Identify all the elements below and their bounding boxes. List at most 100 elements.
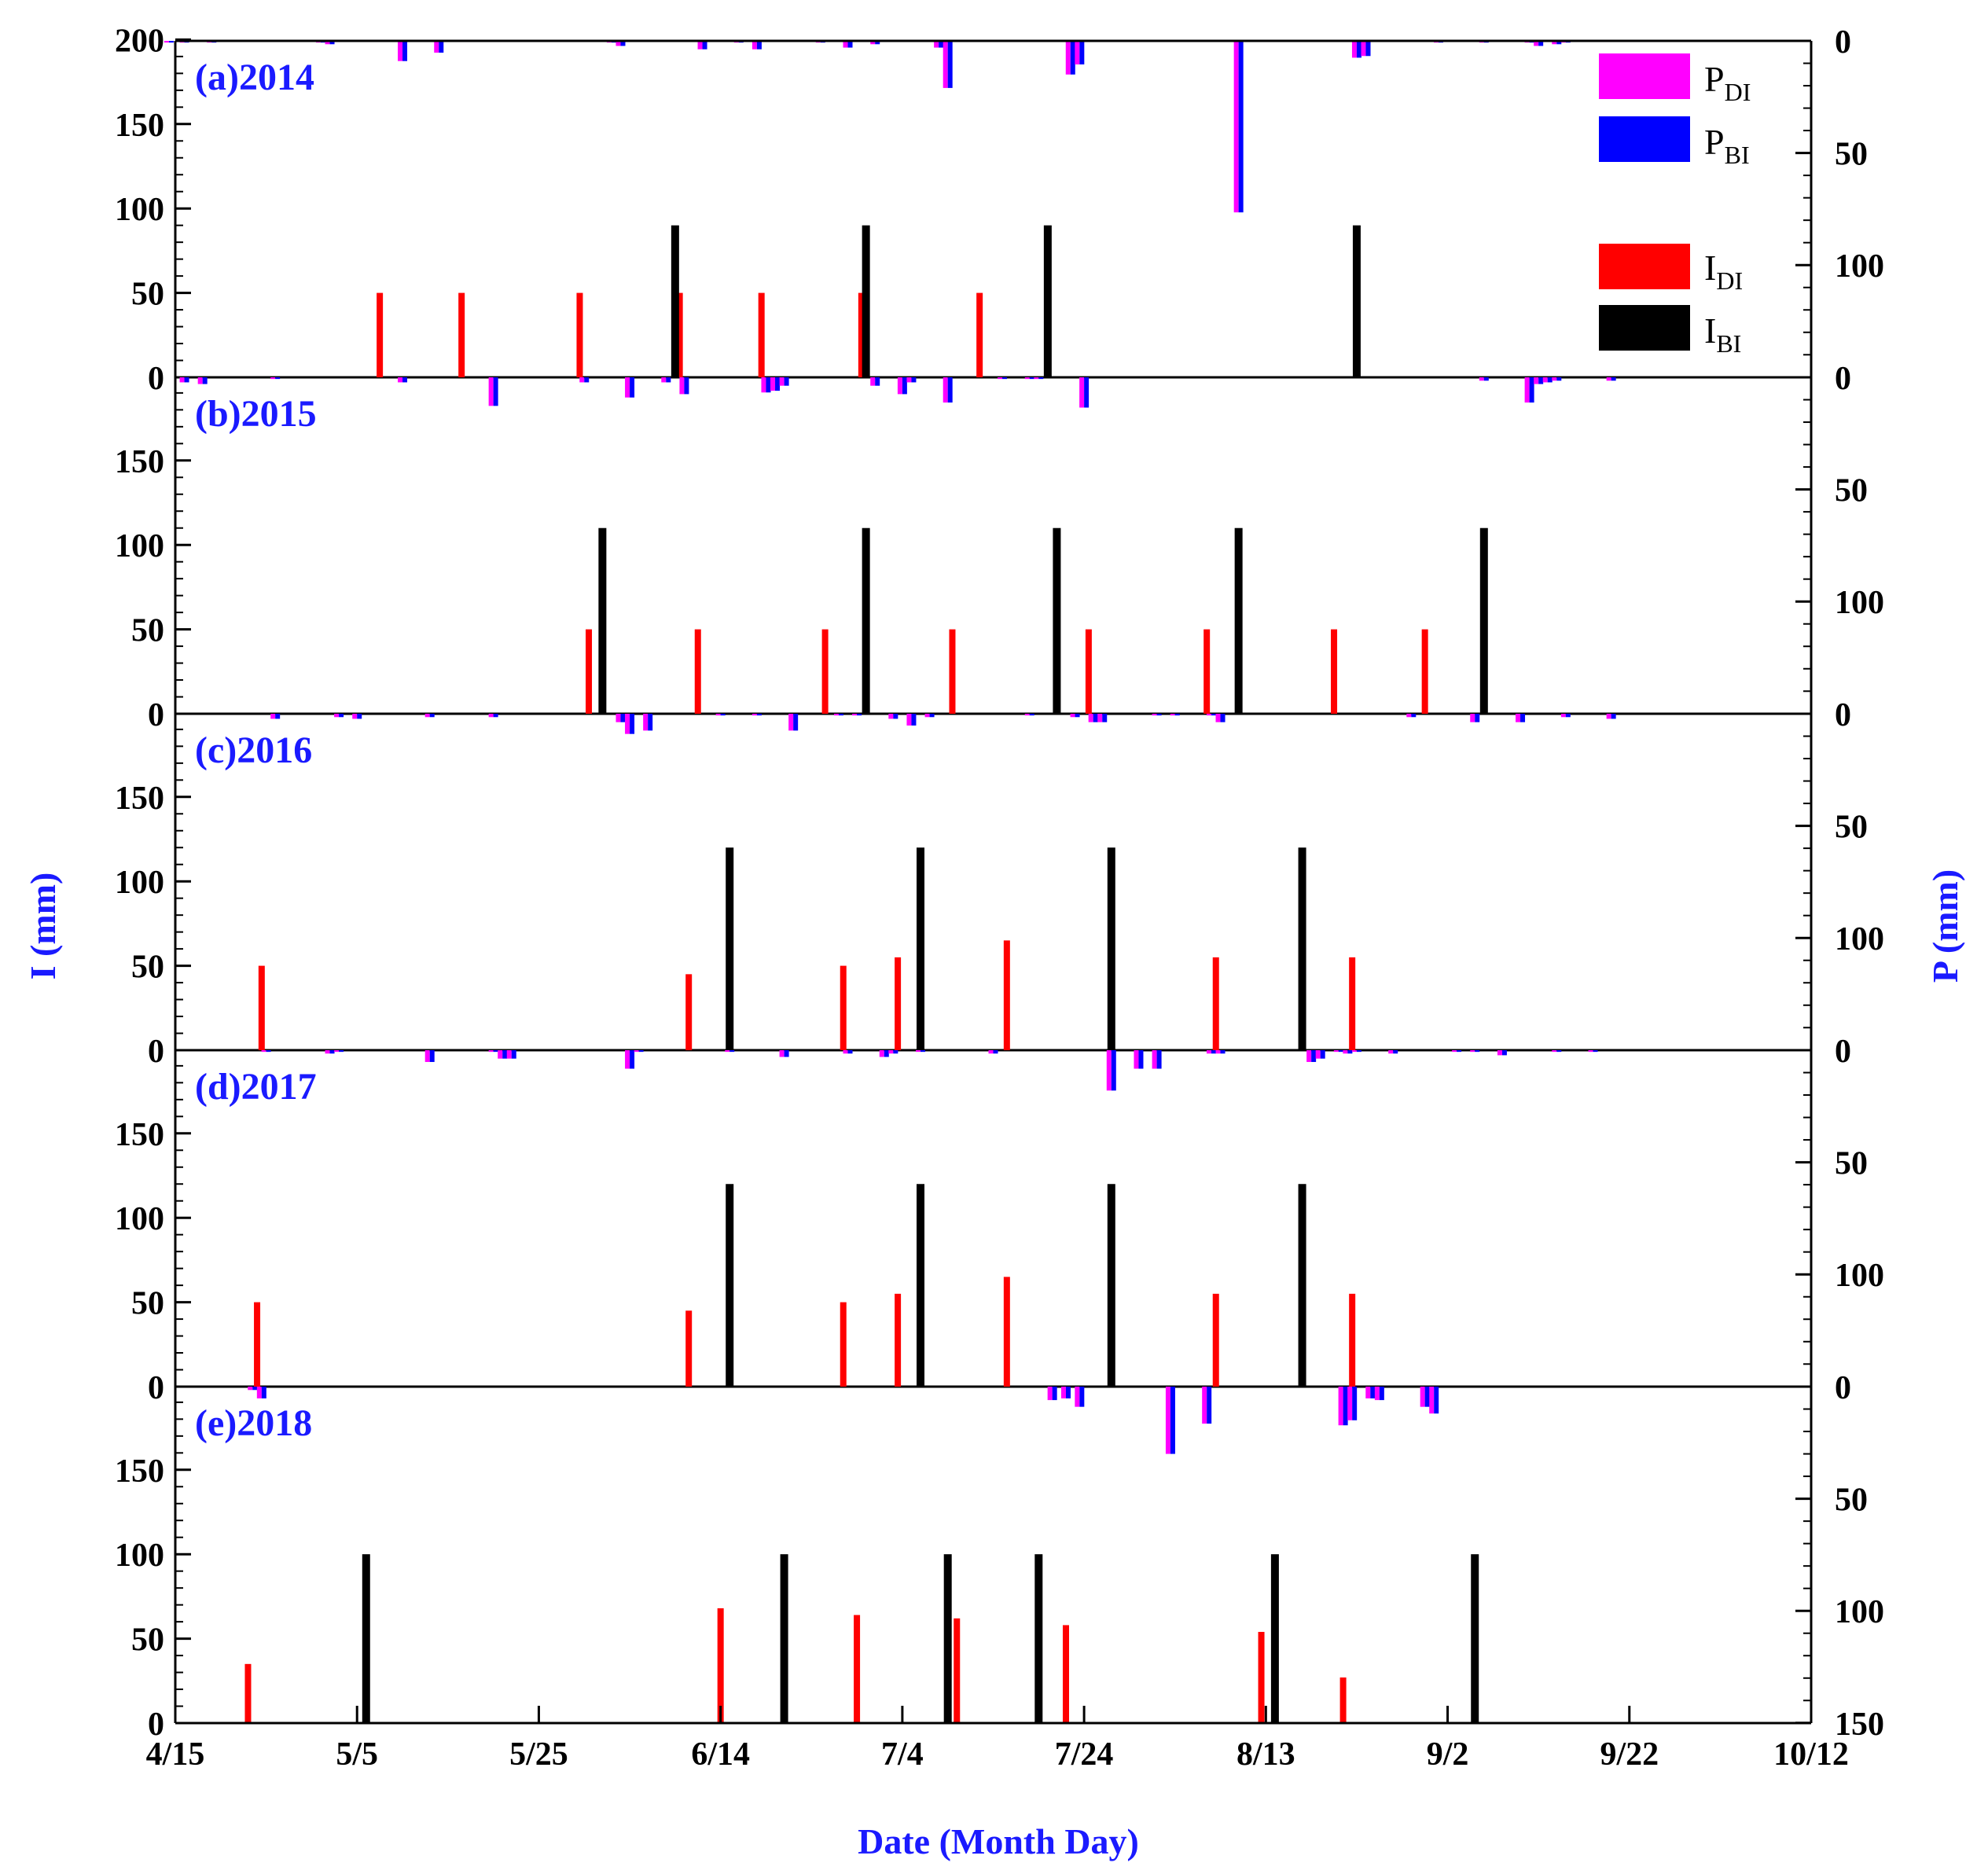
bar-i-di	[1331, 629, 1338, 714]
bar-p-bi	[684, 377, 689, 395]
x-tick-label: 5/5	[336, 1736, 378, 1773]
panel-1: (a)2014 0 50 100 150 200 0 50 100	[115, 23, 1884, 397]
bar-p-di	[1606, 377, 1611, 381]
bar-p-bi	[893, 1050, 898, 1054]
bar-p-bi	[847, 1050, 853, 1054]
bar-i-bi	[862, 527, 870, 714]
bar-p-di	[1388, 1050, 1394, 1054]
legend-swatch-i-bi	[1599, 305, 1690, 351]
bar-p-bi	[939, 41, 944, 48]
bar-p-bi	[993, 1050, 998, 1054]
bar-p-di	[1333, 1050, 1339, 1053]
bar-i-di	[840, 1302, 847, 1387]
bar-p-bi	[1501, 1050, 1507, 1056]
bar-p-bi	[875, 41, 880, 45]
bar-i-bi	[726, 1184, 734, 1387]
bar-p-bi	[168, 41, 174, 43]
bar-p-di	[1606, 714, 1611, 719]
bar-p-di	[1152, 1050, 1157, 1069]
bar-i-di	[895, 957, 902, 1050]
right-tick-label: 100	[1835, 585, 1884, 621]
bar-p-di	[943, 41, 948, 88]
bar-p-bi	[1029, 714, 1034, 716]
bar-p-di	[788, 714, 794, 731]
bar-p-bi	[339, 1050, 344, 1053]
bar-p-di	[1351, 41, 1357, 58]
bar-i-di	[1212, 957, 1219, 1050]
bar-p-di	[1075, 1387, 1080, 1407]
bar-p-bi	[1538, 377, 1544, 384]
bar-p-di	[625, 1050, 630, 1069]
bar-i-di	[1349, 957, 1356, 1050]
bar-i-bi	[917, 847, 925, 1050]
legend-sub-i-di: DI	[1716, 266, 1743, 295]
left-axis-title: I (mm)	[23, 873, 63, 980]
x-tick-label: 5/25	[509, 1736, 568, 1773]
bar-p-bi	[1556, 41, 1562, 45]
bar-p-di	[1215, 1050, 1221, 1054]
bar-p-bi	[847, 41, 853, 48]
panel-2: (b)2015 0 50 100 150 0 50 100	[115, 361, 1884, 733]
bar-p-bi	[202, 377, 208, 384]
right-tick-label: 50	[1835, 1146, 1868, 1182]
bar-i-bi	[598, 527, 607, 714]
x-tick-label: 10/12	[1773, 1736, 1849, 1773]
bar-p-di	[1206, 714, 1211, 716]
bar-p-di	[625, 714, 630, 734]
bar-p-di	[1088, 714, 1093, 722]
bar-i-di	[954, 1618, 961, 1723]
panel-4: (d)2017 0 50 100 150 0 50 100	[115, 1034, 1884, 1406]
x-tick-label: 9/2	[1427, 1736, 1469, 1773]
bar-p-di	[1206, 1050, 1211, 1054]
panels-layer: (a)2014 0 50 100 150 200 0 50 100 (b)2015 0 50 100 15…	[115, 23, 1884, 1743]
bar-i-di	[254, 1302, 261, 1387]
bar-p-bi	[493, 714, 498, 718]
bar-p-bi	[1547, 377, 1553, 383]
bar-p-bi	[1370, 1387, 1376, 1398]
bar-p-di	[1233, 41, 1239, 213]
left-tick-label: 0	[148, 697, 164, 733]
bar-i-bi	[1352, 225, 1361, 377]
bar-p-di	[488, 377, 494, 406]
bar-i-bi	[1107, 847, 1115, 1050]
bar-i-bi	[1043, 225, 1052, 377]
bar-i-di	[821, 629, 829, 714]
bar-p-di	[998, 377, 1003, 380]
bar-p-bi	[339, 714, 344, 718]
bar-p-bi	[1220, 1050, 1226, 1054]
bar-p-di	[1152, 714, 1157, 716]
panel-label-2: (b)2015	[195, 393, 317, 435]
bar-i-bi	[1298, 847, 1306, 1050]
bar-i-bi	[1107, 1184, 1115, 1387]
bar-p-di	[761, 377, 766, 393]
bar-i-di	[685, 974, 693, 1050]
bar-p-bi	[857, 714, 862, 716]
bar-p-bi	[1238, 41, 1244, 213]
bar-p-bi	[893, 714, 898, 719]
bar-p-di	[498, 1050, 503, 1059]
bar-p-bi	[1556, 1050, 1562, 1053]
bar-p-bi	[266, 1050, 271, 1053]
bar-p-di	[1170, 714, 1175, 716]
bar-p-di	[616, 714, 621, 722]
bar-p-bi	[1093, 714, 1098, 722]
bar-p-di	[779, 377, 785, 386]
x-tick-label: 7/4	[881, 1736, 924, 1773]
panel-label-3: (c)2016	[195, 729, 312, 771]
bar-p-di	[779, 1050, 785, 1057]
bar-p-di	[852, 714, 858, 716]
bar-p-bi	[875, 377, 880, 386]
bar-p-bi	[1079, 1387, 1085, 1407]
left-tick-label: 50	[131, 1286, 164, 1322]
right-tick-label: 50	[1835, 473, 1868, 509]
bar-p-bi	[1379, 1387, 1384, 1401]
bar-p-di	[697, 41, 703, 50]
bar-p-bi	[648, 714, 653, 731]
bar-p-bi	[584, 377, 590, 383]
left-tick-label: 100	[115, 528, 164, 564]
bar-i-di	[1085, 629, 1092, 714]
right-tick-label: 100	[1835, 248, 1884, 285]
bar-i-bi	[1034, 1554, 1043, 1723]
bar-p-di	[506, 1050, 512, 1059]
bar-p-bi	[329, 1050, 335, 1054]
